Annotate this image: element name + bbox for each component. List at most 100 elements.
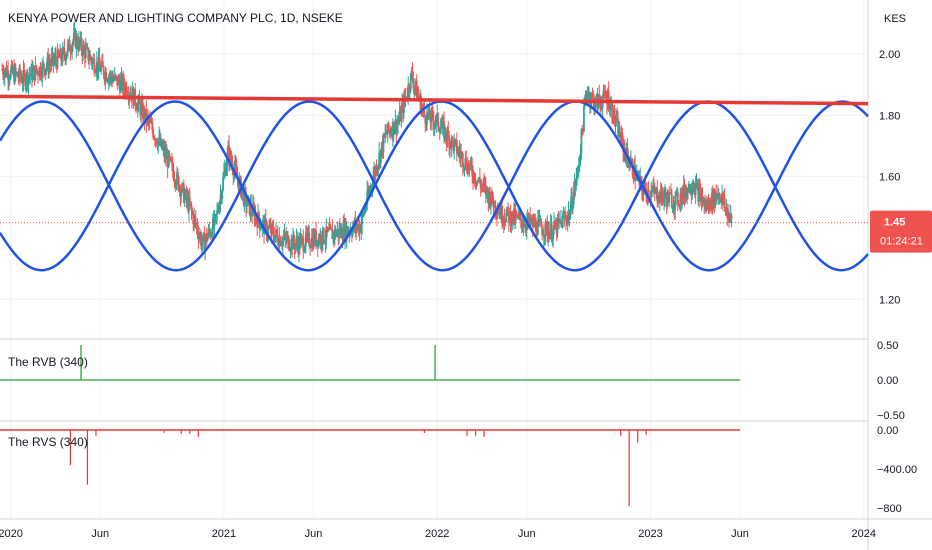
candle-body: [246, 198, 249, 205]
candle-body: [66, 52, 68, 56]
candle-body: [329, 225, 332, 229]
candle-body: [37, 70, 39, 76]
candle-body: [476, 180, 479, 185]
candle-body: [271, 224, 274, 229]
candle-body: [208, 229, 211, 232]
candle-body: [276, 234, 279, 243]
candle-body: [49, 64, 52, 66]
candle-body: [340, 227, 343, 239]
candle-body: [100, 66, 102, 72]
candle-body: [613, 108, 616, 123]
time-axis-tick-label: 2022: [425, 528, 449, 540]
candle-body: [56, 50, 59, 69]
resistance-trendline[interactable]: [0, 94, 869, 106]
candle-body: [185, 190, 188, 200]
time-axis-tick-label: 2021: [212, 528, 236, 540]
candle-body: [195, 224, 198, 226]
candle-body: [704, 205, 706, 207]
candle-body: [652, 186, 655, 190]
candle-body: [346, 226, 349, 233]
candle-body: [194, 218, 197, 225]
sine-cycle-wave-2[interactable]: [0, 100, 869, 272]
main-price-pane[interactable]: [0, 21, 869, 272]
chart-title: KENYA POWER AND LIGHTING COMPANY PLC, 1D…: [8, 11, 343, 25]
candle-body: [668, 192, 671, 203]
candle-body: [123, 78, 126, 89]
sine-cycle-wave-1[interactable]: [0, 100, 869, 272]
candle-body: [176, 172, 178, 185]
candle-body: [569, 209, 572, 219]
candle-body: [556, 217, 559, 234]
candle-body: [183, 194, 186, 203]
candle-body: [435, 115, 438, 124]
candle-body: [450, 137, 453, 148]
candle-body: [576, 169, 579, 179]
candle-body: [578, 158, 581, 167]
candle-body: [580, 129, 583, 155]
candle-body: [7, 70, 10, 81]
candle-body: [335, 232, 338, 237]
candle-body: [661, 187, 664, 196]
candle-body: [417, 93, 420, 97]
candle-body: [621, 132, 624, 139]
candle-body: [21, 82, 24, 84]
candle-body: [20, 78, 23, 83]
candle-body: [140, 105, 143, 116]
candle-body: [541, 227, 544, 235]
candle-body: [323, 242, 326, 244]
candle-body: [510, 222, 513, 226]
candle-body: [153, 137, 156, 141]
candle-body: [8, 79, 10, 81]
candle-body: [686, 188, 689, 198]
candle-body: [551, 239, 554, 241]
candle-body: [68, 39, 71, 52]
candle-body: [412, 79, 415, 88]
candle-body: [80, 37, 83, 51]
candle-body: [138, 97, 141, 104]
candle-body: [204, 240, 207, 251]
candle-body: [275, 229, 278, 235]
candle-body: [618, 127, 621, 138]
candle-body: [14, 67, 16, 83]
candle-body: [663, 196, 666, 202]
candle-body: [63, 48, 66, 55]
time-axis-tick-label: 2023: [638, 528, 662, 540]
candle-body: [2, 69, 4, 75]
candle-body: [377, 164, 380, 169]
candle-body: [172, 171, 175, 180]
candle-body: [647, 189, 650, 198]
candle-body: [409, 89, 411, 92]
candle-body: [309, 246, 311, 248]
candle-body: [355, 221, 358, 230]
candle-body: [477, 180, 480, 182]
candle-body: [14, 67, 17, 74]
candle-body: [603, 90, 606, 93]
candle-body: [609, 104, 612, 110]
candle-body: [503, 218, 506, 221]
candle-body: [170, 161, 173, 163]
candle-body: [108, 76, 111, 78]
candle-body: [175, 184, 178, 186]
candle-body: [403, 96, 405, 114]
candle-body: [50, 57, 53, 65]
candle-body: [432, 120, 435, 127]
candle-body: [167, 153, 170, 168]
candle-body: [593, 97, 596, 110]
rvs-indicator-pane[interactable]: [0, 429, 741, 507]
candle-body: [152, 129, 155, 138]
candle-body: [258, 212, 260, 222]
time-axis-tick-label: Jun: [91, 528, 109, 540]
candle-body: [112, 79, 115, 81]
candle-body: [270, 224, 273, 235]
candle-body: [642, 189, 645, 196]
candle-body: [382, 134, 385, 153]
candle-body: [484, 184, 486, 186]
time-axis-tick-label: Jun: [518, 528, 536, 540]
candle-body: [264, 218, 267, 222]
last-price-value: 1.45: [884, 217, 905, 229]
rvb-indicator-pane[interactable]: [0, 345, 741, 381]
candle-body: [69, 51, 72, 53]
candle-body: [439, 128, 442, 134]
candle-body: [296, 239, 299, 245]
